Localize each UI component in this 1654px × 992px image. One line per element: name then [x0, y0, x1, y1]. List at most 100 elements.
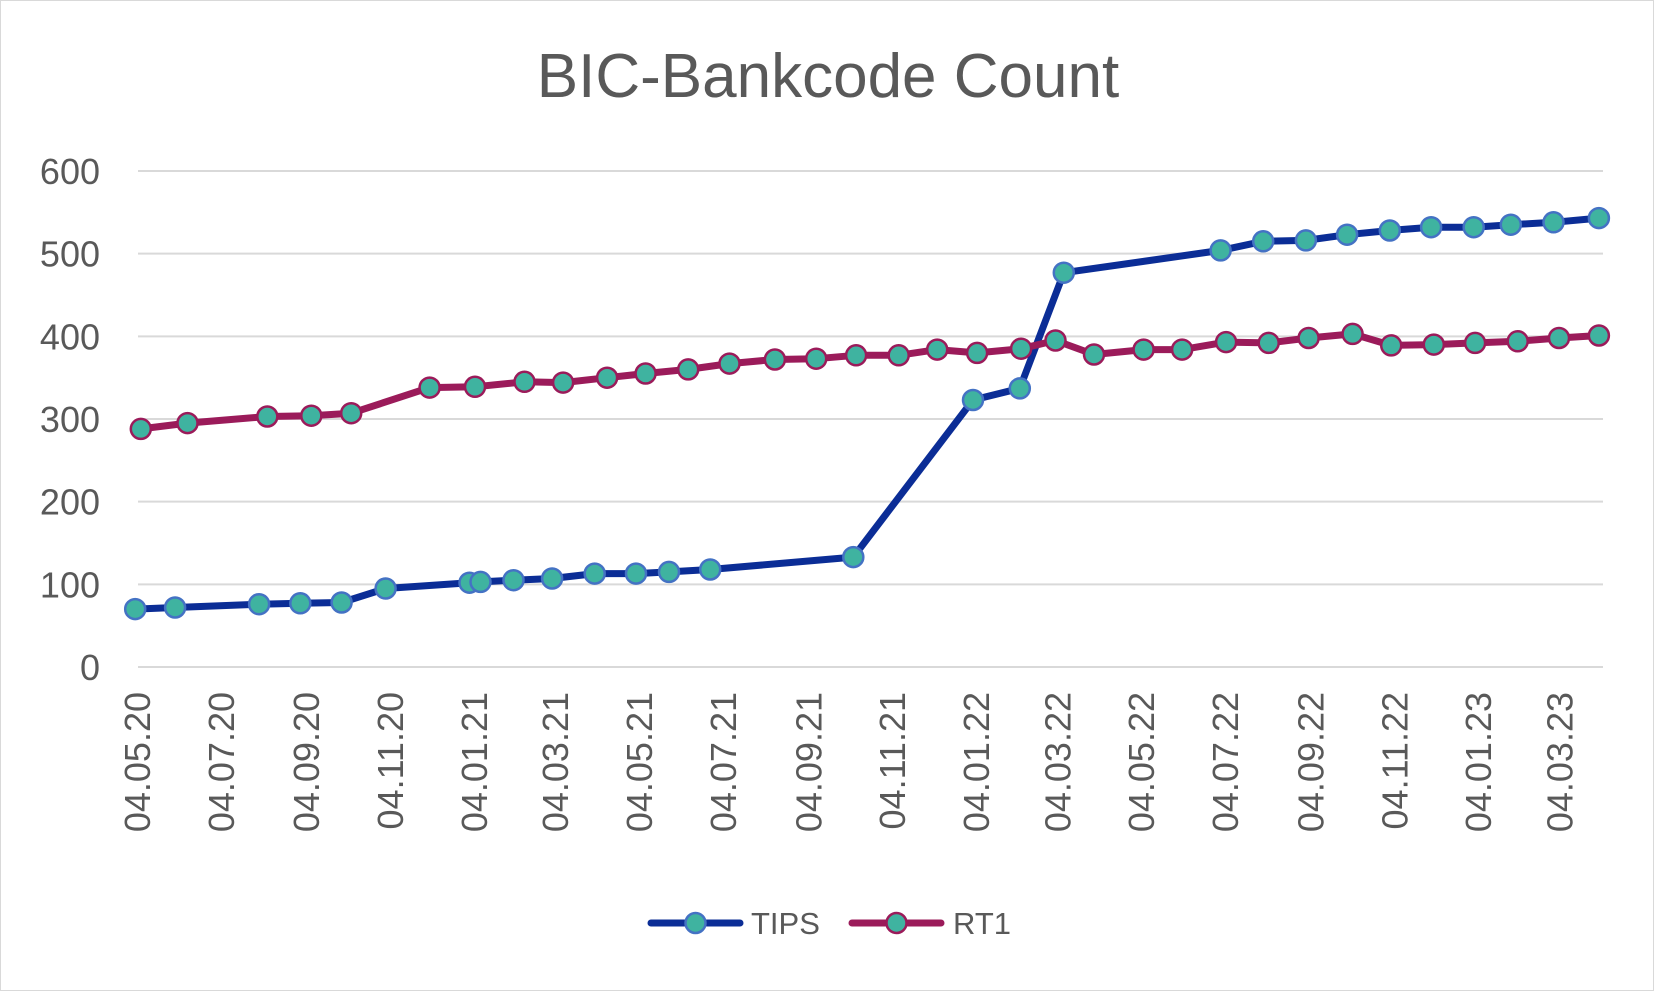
data-point-rt1	[300, 404, 323, 427]
data-point-rt1	[1506, 330, 1529, 353]
x-tick-label: 04.11.22	[1374, 692, 1415, 829]
data-point-rt1	[418, 376, 441, 399]
data-point-tips	[1542, 211, 1565, 234]
y-tick-label: 400	[40, 316, 100, 357]
legend-label-rt1: RT1	[953, 906, 1011, 941]
data-point-tips	[1209, 239, 1232, 262]
data-point-tips	[330, 591, 353, 614]
y-tick-label: 200	[40, 482, 100, 523]
data-point-rt1	[1587, 324, 1611, 347]
x-tick-label: 04.01.23	[1458, 692, 1499, 832]
data-point-tips	[123, 597, 147, 621]
data-point-tips	[1587, 206, 1611, 230]
data-point-tips	[698, 558, 722, 581]
data-point-tips	[961, 388, 985, 412]
x-tick-label: 04.05.20	[117, 692, 158, 832]
data-point-rt1	[844, 344, 868, 367]
legend: TIPS RT1	[647, 906, 1011, 941]
data-point-rt1	[1297, 326, 1320, 350]
x-tick-label: 04.09.21	[788, 692, 829, 832]
x-tick-label: 04.03.21	[535, 692, 576, 832]
data-point-tips	[1008, 377, 1032, 400]
x-tick-label: 04.05.22	[1121, 692, 1162, 832]
x-tick-label: 04.07.20	[201, 692, 242, 832]
series-line-tips	[131, 214, 1603, 613]
data-point-tips	[289, 592, 312, 615]
x-tick-label: 04.07.22	[1205, 692, 1246, 832]
data-point-rt1	[1044, 329, 1067, 352]
data-point-tips	[1251, 230, 1275, 253]
data-point-tips	[583, 562, 606, 585]
series-line-rt1	[137, 330, 1603, 433]
series-tips	[123, 206, 1611, 621]
data-point-rt1	[595, 366, 619, 389]
data-point-rt1	[256, 405, 279, 428]
data-point-tips	[1335, 223, 1359, 246]
x-tick-label: 04.09.20	[286, 692, 327, 832]
data-point-tips	[502, 568, 525, 592]
data-point-tips	[624, 562, 648, 585]
data-point-rt1	[1214, 330, 1238, 354]
chart-title: BIC-Bankcode Count	[537, 42, 1119, 111]
data-point-rt1	[1547, 326, 1571, 350]
data-point-rt1	[925, 338, 949, 361]
data-point-tips	[1052, 261, 1076, 284]
y-tick-label: 600	[40, 151, 100, 192]
y-tick-label: 100	[40, 564, 100, 605]
data-point-rt1	[1009, 337, 1033, 360]
data-point-tips	[1294, 229, 1318, 252]
data-point-rt1	[1341, 322, 1364, 346]
x-tick-label: 04.07.21	[703, 692, 744, 832]
data-point-rt1	[1170, 338, 1194, 361]
legend-label-tips: TIPS	[751, 906, 820, 941]
data-point-tips	[374, 577, 397, 600]
data-point-rt1	[551, 371, 575, 394]
data-point-rt1	[1082, 343, 1106, 366]
data-point-rt1	[1463, 331, 1487, 355]
x-tick-label: 04.03.23	[1539, 692, 1580, 832]
data-point-tips	[1419, 215, 1443, 239]
data-point-tips	[1378, 219, 1402, 242]
x-tick-label: 04.01.21	[454, 692, 495, 832]
data-point-tips	[657, 560, 681, 584]
data-point-rt1	[763, 348, 787, 371]
series-rt1	[129, 322, 1611, 441]
data-point-tips	[842, 545, 865, 569]
data-point-rt1	[1422, 333, 1446, 356]
data-point-tips	[1499, 213, 1523, 236]
data-point-rt1	[634, 362, 657, 385]
data-point-rt1	[129, 417, 153, 441]
data-point-rt1	[718, 352, 741, 375]
y-axis-ticks: 0 100 200 300 400 500 600	[40, 151, 100, 688]
data-point-rt1	[1132, 338, 1155, 361]
data-point-tips	[540, 567, 564, 590]
x-tick-label: 04.05.21	[619, 692, 660, 832]
x-tick-label: 04.11.20	[370, 692, 411, 829]
x-tick-label: 04.09.22	[1290, 692, 1331, 832]
data-point-rt1	[676, 358, 700, 381]
legend-marker-tips	[684, 911, 707, 935]
data-point-rt1	[965, 341, 989, 365]
data-point-rt1	[176, 411, 199, 435]
data-point-rt1	[1379, 334, 1403, 357]
data-point-rt1	[513, 370, 536, 394]
x-tick-label: 04.01.22	[956, 692, 997, 832]
data-point-tips	[469, 570, 492, 594]
y-tick-label: 0	[80, 647, 100, 688]
x-axis-ticks: 04.05.20 04.07.20 04.09.20 04.11.20 04.01.21…	[117, 692, 1580, 832]
y-tick-label: 500	[40, 234, 100, 275]
data-point-rt1	[463, 375, 487, 399]
x-tick-label: 04.11.21	[872, 692, 913, 829]
y-tick-label: 300	[40, 399, 100, 440]
data-point-rt1	[339, 401, 363, 425]
data-point-rt1	[1257, 331, 1280, 355]
data-point-tips	[1462, 215, 1485, 239]
data-point-tips	[247, 592, 271, 616]
series-layer	[123, 206, 1611, 621]
data-point-rt1	[887, 344, 910, 367]
data-point-tips	[163, 596, 187, 619]
x-tick-label: 04.03.22	[1037, 692, 1078, 832]
legend-marker-rt1	[885, 911, 908, 935]
